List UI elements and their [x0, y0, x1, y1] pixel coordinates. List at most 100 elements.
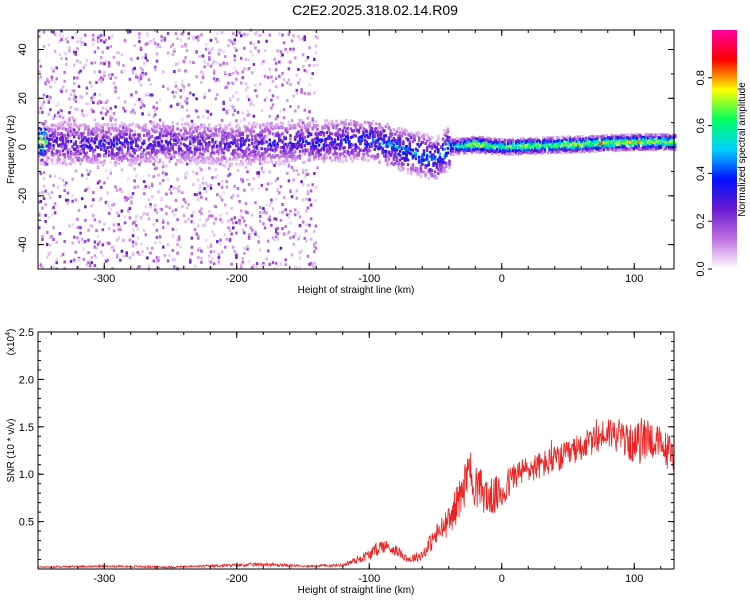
spectrogram-cell [419, 169, 423, 173]
spectrogram-cell [197, 161, 200, 165]
spectrogram-cell [138, 36, 141, 40]
spectrogram-cell [537, 143, 540, 147]
spectrogram-cell [76, 144, 79, 148]
spectrogram-cell [76, 39, 79, 43]
spectrogram-cell [98, 35, 101, 39]
spectrogram-cell [274, 132, 278, 136]
spectrogram-cell [333, 140, 337, 144]
spectrogram-cell [93, 264, 97, 268]
spectrogram-cell [72, 142, 76, 146]
spectrogram-cell [615, 136, 618, 140]
spectrogram-cell [84, 138, 87, 142]
spectrogram-cell [230, 104, 233, 108]
spectrogram-cell [507, 152, 510, 156]
spectrogram-cell [182, 153, 186, 157]
spectrogram-cell [224, 127, 227, 131]
spectrogram-cell [138, 137, 141, 141]
spectrogram-cell [107, 61, 111, 65]
spectrogram-cell [348, 153, 351, 157]
spectrogram-cell [79, 152, 82, 156]
spectrogram-cell [58, 137, 62, 141]
spectrogram-cell [68, 118, 71, 122]
spectrogram-cell [581, 150, 585, 154]
spectrogram-cell [53, 174, 57, 178]
spectrogram-cell [79, 162, 82, 166]
spectrogram-cell [290, 142, 294, 146]
spectrogram-cell [100, 160, 103, 164]
spectrogram-cell [203, 133, 206, 137]
spectrogram-cell [60, 143, 63, 147]
spectrogram-cell [72, 160, 76, 164]
spectrogram-cell [152, 157, 155, 161]
spectrogram-cell [195, 193, 198, 197]
spectrogram-cell [615, 147, 618, 151]
spectrogram-cell [216, 156, 219, 160]
spectrogram-cell [384, 134, 388, 138]
spectrogram-cell [584, 143, 588, 147]
spectrogram-cell [322, 126, 326, 130]
spectrogram-cell [136, 250, 140, 254]
spectrogram-cell [489, 147, 493, 151]
spectrogram-cell [263, 124, 267, 128]
spectrogram-cell [607, 136, 610, 140]
spectrogram-cell [192, 154, 195, 158]
spectrogram-cell [147, 159, 151, 163]
spectrogram-cell [500, 149, 504, 153]
spectrogram-cell [411, 166, 415, 170]
spectrogram-cell [273, 134, 276, 138]
spectrogram-cell [270, 201, 273, 205]
spectrogram-cell [136, 56, 140, 60]
spectrogram-cell [111, 34, 114, 38]
spectrogram-cell [281, 202, 284, 206]
spectrogram-cell [165, 147, 168, 151]
spectrogram-cell [177, 235, 181, 239]
spectrogram-cell [262, 156, 265, 160]
spectrogram-cell [122, 254, 125, 258]
spectrogram-cell [150, 146, 154, 150]
spectrogram-cell [96, 242, 100, 246]
spectrogram-cell [174, 228, 178, 232]
spectrogram-cell [45, 125, 49, 129]
spectrogram-cell [303, 91, 307, 95]
spectrogram-cell [330, 119, 334, 123]
spectrogram-cell [244, 159, 248, 163]
spectrogram-cell [130, 201, 133, 205]
spectrogram-cell [47, 215, 51, 219]
spectrogram-cell [432, 174, 435, 178]
spectrogram-cell [340, 152, 343, 156]
spectrogram-cell [201, 137, 205, 141]
spectrogram-cell [305, 223, 308, 227]
spectrogram-cell [214, 140, 217, 144]
spectrogram-cell [373, 155, 376, 159]
spectrogram-cell [92, 110, 95, 114]
spectrogram-cell [395, 141, 399, 145]
spectrogram-cell [241, 179, 245, 183]
spectrogram-cell [38, 191, 41, 195]
spectrogram-cell [243, 152, 246, 156]
spectrogram-cell [154, 67, 157, 71]
spectrogram-cell [449, 148, 453, 152]
spectrogram-cell [472, 142, 475, 146]
spectrogram-cell [259, 219, 262, 223]
spectrogram-cell [58, 88, 62, 92]
spectrogram-cell [127, 177, 130, 181]
spectrogram-cell [187, 124, 190, 128]
spectrogram-cell [45, 144, 49, 148]
spectrogram-cell [351, 159, 354, 163]
spectrogram-cell [224, 71, 227, 75]
spectrogram-cell [252, 123, 256, 127]
spectrogram-cell [548, 148, 551, 152]
spectrogram-cell [295, 266, 299, 270]
spectrogram-cell [314, 141, 318, 145]
spectrogram-cell [352, 129, 356, 133]
spectrogram-cell [158, 118, 162, 122]
spectrogram-cell [112, 136, 116, 140]
spectrogram-cell [265, 187, 268, 191]
spectrogram-cell [93, 130, 97, 134]
spectrogram-cell [246, 247, 249, 251]
spectrogram-cell [478, 137, 481, 141]
spectrogram-cell [578, 135, 582, 139]
spectrogram-cell [141, 112, 144, 116]
spectrogram-cell [343, 150, 346, 154]
spectrogram-cell [76, 217, 79, 221]
